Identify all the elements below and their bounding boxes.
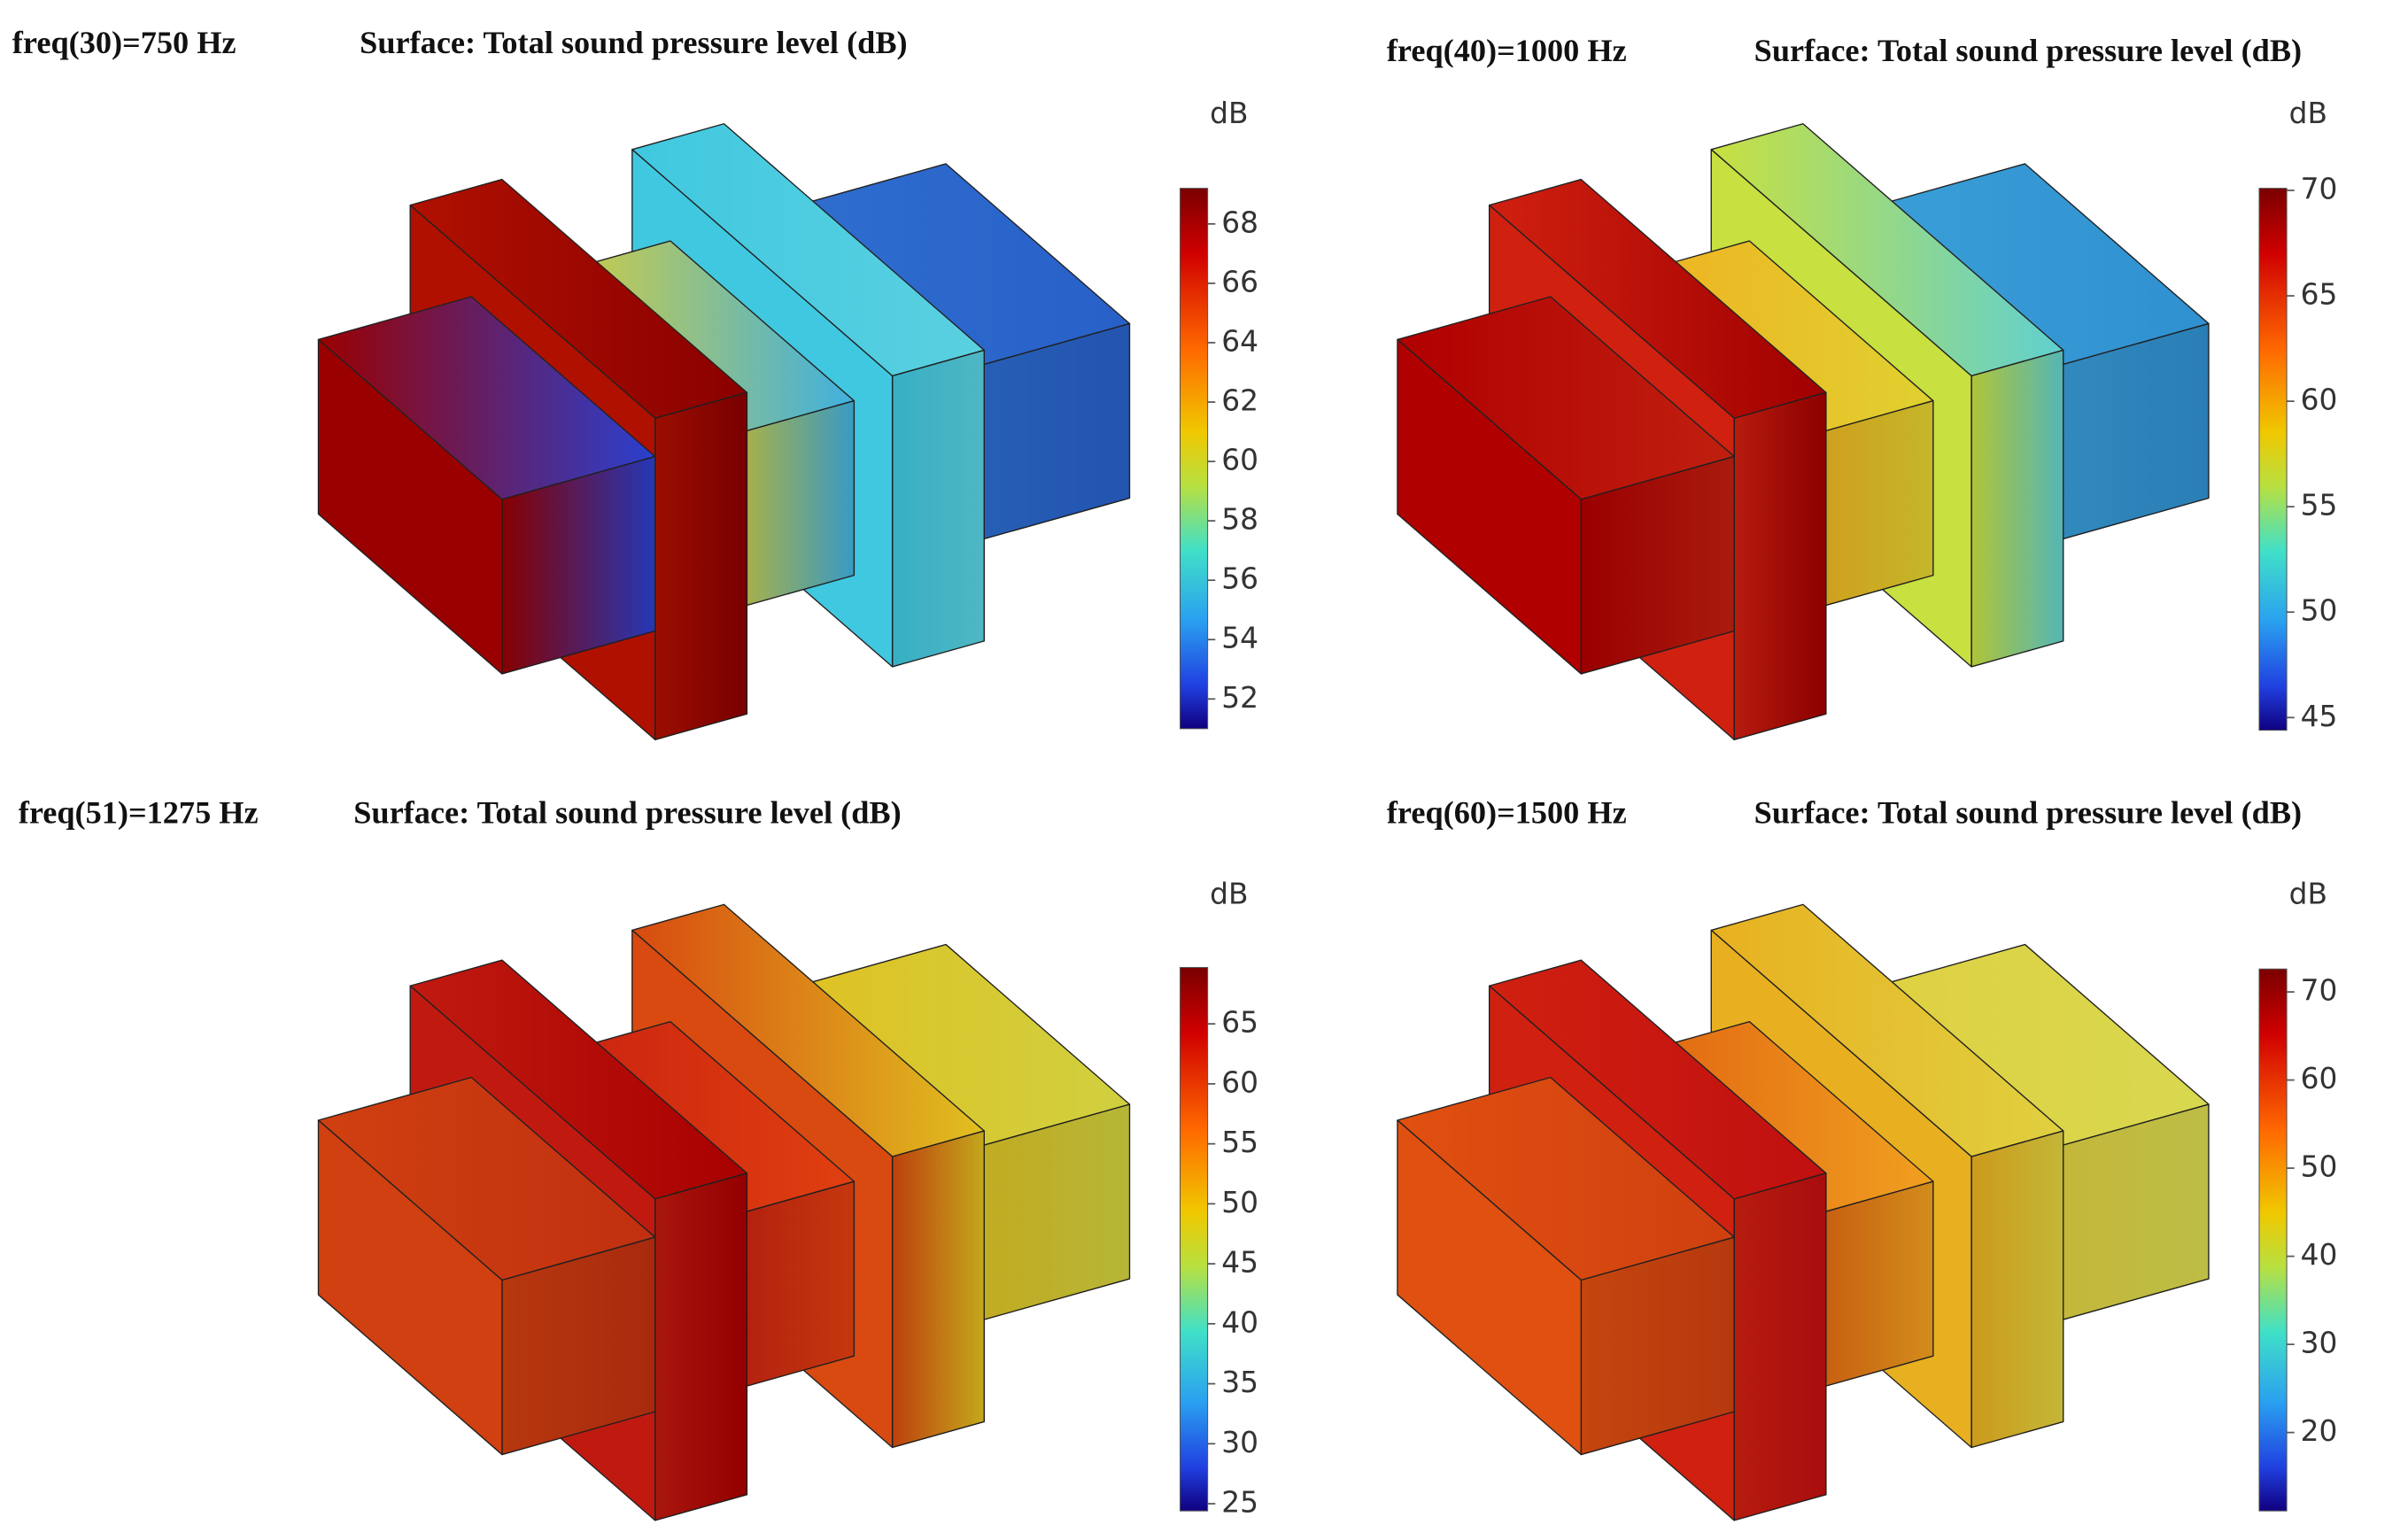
shape-shade	[716, 400, 855, 615]
tick-label: 66	[1221, 265, 1258, 298]
tick-label: 35	[1221, 1366, 1258, 1399]
panel: freq(60)=1500 Hz Surface: Total sound pre…	[1387, 795, 2338, 1521]
shape-front	[317, 1119, 503, 1456]
shape-shade	[654, 392, 747, 740]
tick-label: 40	[2301, 1238, 2338, 1272]
shape-shade	[946, 1104, 1130, 1331]
tick-label: 68	[1221, 205, 1258, 239]
tick-label: 30	[1221, 1426, 1258, 1459]
shape-shade	[501, 456, 655, 674]
shape-shade	[1795, 1181, 1933, 1395]
tick-label: 60	[1221, 1065, 1258, 1099]
colorbar-unit: dB	[2289, 97, 2327, 130]
freq-label: freq(60)=1500 Hz	[1387, 795, 1627, 831]
shape-shade	[501, 1237, 655, 1455]
tick-label: 56	[1221, 562, 1258, 596]
tick-label: 65	[1221, 1006, 1258, 1040]
tick-label: 60	[2301, 1062, 2338, 1095]
tick-label: 55	[1221, 1126, 1258, 1159]
shape-shade	[1795, 400, 1933, 615]
tick-label: 65	[2301, 278, 2338, 312]
tick-label: 64	[1221, 324, 1258, 358]
tick-label: 58	[1221, 503, 1258, 537]
panel-title: Surface: Total sound pressure level (dB)	[1754, 795, 2302, 831]
shape-shade	[2025, 323, 2209, 550]
shape-shade	[654, 1172, 747, 1521]
shape-shade	[1971, 1131, 2063, 1448]
colorbar-unit: dB	[2289, 878, 2327, 911]
shape-front	[1397, 1119, 1583, 1456]
shape-shade	[946, 323, 1130, 550]
colorbar	[2258, 968, 2288, 1512]
shape-shade	[1581, 456, 1735, 674]
tick-label: 25	[1221, 1486, 1258, 1520]
shape-shade	[892, 1131, 985, 1448]
tick-label: 55	[2301, 489, 2338, 522]
tick-label: 50	[2301, 594, 2338, 628]
tick-label: 52	[1221, 681, 1258, 715]
shape-front	[317, 338, 503, 675]
shape-shade	[1971, 350, 2063, 667]
freq-label: freq(40)=1000 Hz	[1387, 33, 1627, 68]
tick-label: 50	[2301, 1150, 2338, 1184]
tick-label: 50	[1221, 1186, 1258, 1219]
tick-label: 45	[2301, 700, 2338, 733]
panel-title: Surface: Total sound pressure level (dB)	[353, 795, 901, 831]
shape-shade	[1734, 392, 1826, 740]
tick-label: 70	[2301, 974, 2338, 1008]
colorbar	[1180, 966, 1209, 1512]
freq-label: freq(51)=1275 Hz	[19, 795, 259, 831]
tick-label: 62	[1221, 384, 1258, 418]
colorbar	[1180, 188, 1209, 730]
tick-label: 45	[1221, 1246, 1258, 1280]
panel: freq(51)=1275 Hz Surface: Total sound pre…	[19, 795, 1258, 1521]
tick-label: 60	[1221, 444, 1258, 477]
panel-title: Surface: Total sound pressure level (dB)	[360, 25, 907, 60]
tick-label: 70	[2301, 173, 2338, 206]
shape-shade	[2025, 1104, 2209, 1331]
panel: freq(30)=750 Hz Surface: Total sound pres…	[12, 25, 1258, 740]
shape-front	[1397, 338, 1583, 675]
shape-shade	[1581, 1237, 1735, 1455]
colorbar-unit: dB	[1210, 878, 1248, 911]
shape-shade	[716, 1181, 855, 1395]
colorbar	[2258, 188, 2288, 731]
tick-label: 20	[2301, 1414, 2338, 1448]
tick-label: 40	[1221, 1305, 1258, 1339]
shape-shade	[1734, 1172, 1826, 1521]
tick-label: 54	[1221, 622, 1258, 655]
tick-label: 30	[2301, 1327, 2338, 1360]
tick-label: 60	[2301, 383, 2338, 417]
freq-label: freq(30)=750 Hz	[12, 25, 236, 60]
panel: freq(40)=1000 Hz Surface: Total sound pre…	[1387, 33, 2338, 740]
colorbar-unit: dB	[1210, 97, 1248, 130]
panel-title: Surface: Total sound pressure level (dB)	[1754, 33, 2302, 68]
shape-shade	[892, 350, 985, 667]
